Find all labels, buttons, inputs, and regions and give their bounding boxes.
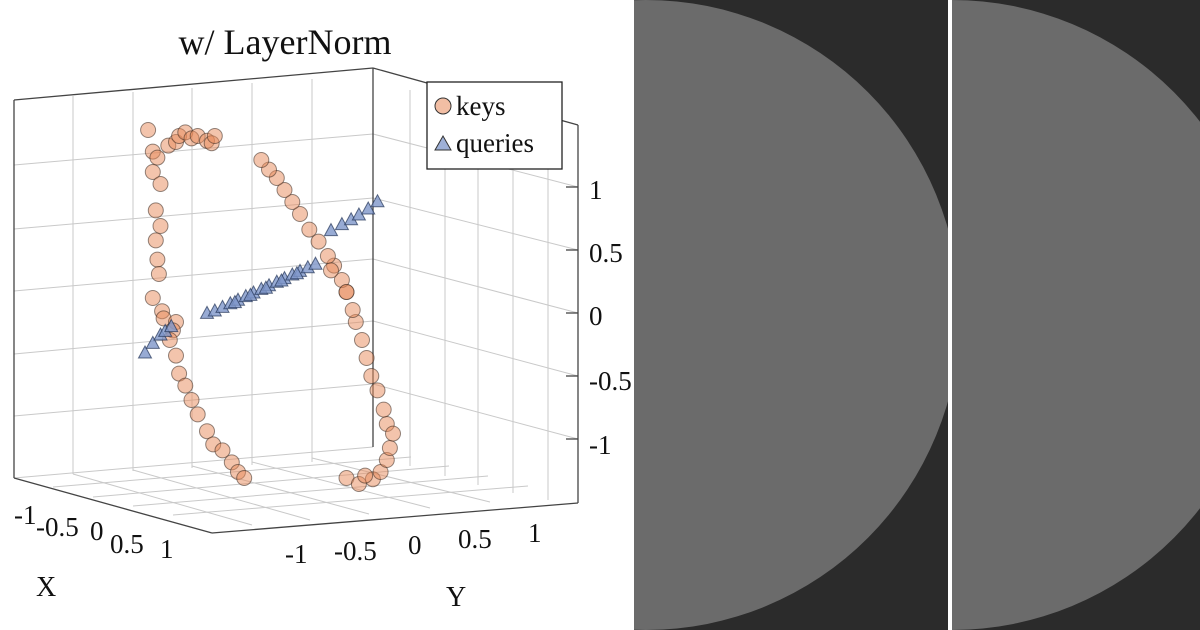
keys-point — [147, 202, 164, 219]
keys-point — [140, 122, 157, 138]
image-panel-2 — [952, 0, 1200, 630]
queries-point — [258, 280, 274, 294]
x-tick-label: 1 — [160, 534, 174, 564]
keys-point — [301, 221, 318, 238]
x-tick-label: 0.5 — [110, 529, 144, 559]
keys-point — [236, 470, 253, 486]
keys-point — [150, 266, 167, 282]
x-tick-label: -1 — [14, 500, 37, 530]
legend: keys queries — [426, 81, 563, 170]
queries-point — [163, 318, 179, 333]
keys-point — [149, 149, 166, 166]
z-tick-label: 0 — [589, 301, 603, 331]
keys-point — [152, 176, 169, 192]
keys-point — [177, 377, 194, 394]
grid-lines — [13, 79, 579, 526]
keys-point — [381, 440, 398, 456]
panel-separator — [948, 0, 952, 630]
z-tick-label: -0.5 — [589, 366, 632, 396]
legend-marker-keys — [434, 97, 452, 115]
queries-point — [227, 294, 243, 309]
gray-disc-1 — [634, 0, 948, 630]
queries-point — [308, 256, 323, 270]
keys-point — [199, 423, 215, 440]
image-panels — [634, 0, 1200, 630]
x-tick-label: 0 — [90, 516, 104, 546]
keys-point — [276, 182, 293, 198]
x-tick-label: -0.5 — [36, 512, 79, 542]
keys-point — [363, 368, 380, 384]
keys-point — [144, 290, 161, 306]
image-panel-1 — [634, 0, 948, 630]
keys-point — [323, 262, 339, 279]
queries-point — [274, 272, 289, 287]
keys-point — [206, 128, 223, 144]
chart-title: w/ LayerNorm — [179, 22, 392, 62]
z-tick-label: -1 — [589, 430, 612, 460]
keys-point — [319, 248, 336, 264]
queries-point — [360, 200, 376, 215]
keys-point — [147, 232, 164, 249]
scatter3d-panel: w/ LayerNorm — [13, 22, 632, 613]
keys-point — [354, 332, 370, 348]
keys-point — [375, 401, 392, 418]
legend-label-keys: keys — [456, 91, 506, 121]
legend-marker-queries — [434, 134, 452, 151]
z-tick-label: 1 — [589, 175, 603, 205]
keys-point — [189, 406, 206, 423]
keys-point — [284, 194, 301, 210]
gray-disc-2 — [952, 0, 1200, 630]
data-marks — [137, 122, 401, 492]
legend-box — [426, 81, 563, 170]
scatter3d-chart: w/ LayerNorm — [13, 22, 632, 613]
queries-point — [145, 335, 161, 349]
queries-point — [289, 265, 305, 280]
y-tick-label: -1 — [285, 539, 308, 569]
queries-point — [370, 193, 385, 208]
queries-point — [243, 287, 258, 301]
y-axis-title: Y — [446, 582, 466, 613]
x-tick-labels: -1 -0.5 0 0.5 1 — [14, 500, 174, 564]
keys-point — [385, 425, 401, 442]
keys-point — [369, 382, 386, 399]
y-tick-label: 1 — [528, 518, 542, 548]
keys-point — [253, 152, 270, 168]
queries-point — [137, 344, 153, 359]
keys-point — [214, 442, 231, 459]
keys-point — [152, 218, 169, 234]
keys-point — [338, 284, 355, 300]
keys-point — [310, 233, 327, 250]
z-tick-labels: 1 0.5 0 -0.5 -1 — [589, 175, 632, 460]
x-axis-title: X — [36, 572, 56, 603]
keys-point — [149, 251, 166, 268]
queries-point — [323, 222, 339, 237]
y-tick-labels: -1 -0.5 0 0.5 1 — [285, 518, 542, 569]
y-tick-label: -0.5 — [334, 536, 377, 566]
y-tick-label: 0.5 — [458, 524, 492, 554]
legend-label-queries: queries — [456, 128, 534, 158]
keys-point — [344, 302, 361, 318]
y-tick-label: 0 — [408, 530, 422, 560]
keys-point — [357, 467, 374, 484]
keys-point — [183, 392, 200, 408]
keys-point — [292, 206, 308, 222]
keys-point — [144, 164, 161, 180]
keys-point — [168, 347, 184, 364]
z-tick-label: 0.5 — [589, 238, 623, 268]
keys-point — [358, 350, 375, 366]
